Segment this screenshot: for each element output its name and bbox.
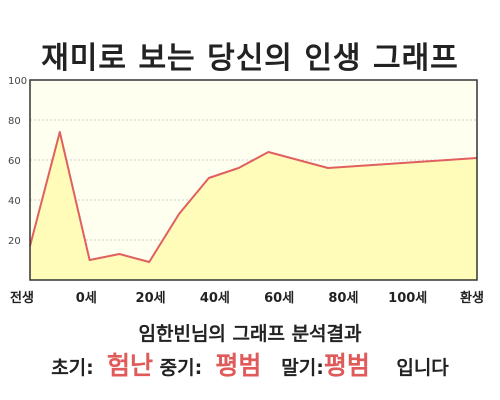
x-tick-label: 환생: [460, 291, 484, 306]
x-tick-label: 20세: [135, 291, 166, 306]
y-tick-label: 40: [8, 196, 21, 207]
late-value: 평범: [323, 351, 370, 380]
y-tick-label: 100: [8, 76, 27, 87]
area-fill: [30, 132, 477, 280]
result-summary: 초기: 험난 중기: 평범 말기:평범 입니다: [0, 346, 500, 382]
early-value: 험난: [106, 351, 153, 380]
x-tick-label: 80세: [328, 291, 359, 306]
series-line: [29, 131, 478, 263]
y-tick-label: 60: [8, 156, 21, 167]
x-tick-label: 60세: [264, 291, 295, 306]
late-label: 말기:: [281, 357, 324, 379]
y-tick-label: 20: [8, 236, 21, 247]
y-axis-ticks: 20 40 60 80 100: [8, 76, 27, 247]
result-suffix: 입니다: [396, 357, 449, 379]
x-tick-label: 0세: [75, 291, 97, 306]
middle-value: 평범: [215, 351, 262, 380]
x-tick-label: 100세: [388, 291, 428, 306]
chart-title: 재미로 보는 당신의 인생 그래프: [41, 41, 459, 76]
x-tick-label: 전생: [10, 291, 34, 306]
x-tick-label: 40세: [199, 291, 230, 306]
plot-border: [29, 79, 478, 281]
early-label: 초기:: [51, 357, 94, 379]
result-title: 임한빈님의 그래프 분석결과: [138, 323, 362, 345]
y-tick-label: 80: [8, 116, 21, 127]
middle-label: 중기:: [159, 357, 203, 379]
